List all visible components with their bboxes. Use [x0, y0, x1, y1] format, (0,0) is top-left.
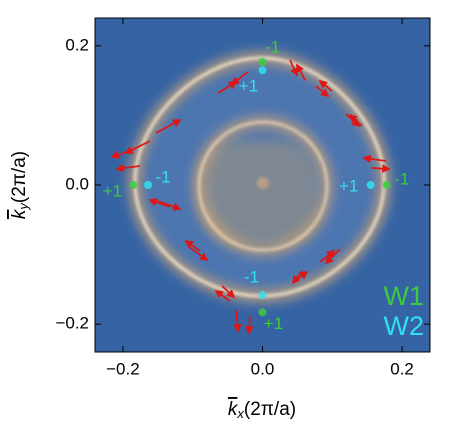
arrow	[296, 63, 306, 81]
legend-entry: W1	[384, 281, 425, 311]
x-axis-unit: (2π/a)	[244, 399, 296, 420]
point	[258, 308, 267, 317]
point-label: +1	[103, 181, 122, 200]
point-label: -1	[394, 169, 409, 188]
y-tick-label: 0.0	[65, 174, 89, 193]
arrow	[115, 163, 141, 173]
y-axis-subscript: y	[16, 202, 31, 211]
arrow	[148, 198, 171, 208]
arrows	[110, 59, 391, 335]
x-tick-label: 0.0	[251, 359, 275, 378]
y-axis-symbol: k	[9, 208, 30, 219]
x-axis-label: kx(2π/a)	[228, 399, 296, 421]
arrow	[217, 81, 238, 94]
point	[258, 57, 267, 66]
arrow	[371, 164, 391, 173]
point-label: +1	[239, 77, 258, 96]
legend-entry: W2	[384, 311, 425, 341]
arrow	[315, 85, 330, 98]
x-axis-subscript: x	[236, 406, 244, 421]
point-label: -1	[265, 37, 280, 56]
y-tick-label: −0.2	[55, 314, 89, 333]
point	[258, 290, 267, 299]
arrow	[221, 285, 236, 299]
arrow	[295, 271, 309, 281]
point	[366, 181, 375, 189]
arrow	[318, 79, 333, 92]
arrow	[110, 149, 133, 159]
point-label: -1	[244, 267, 259, 286]
arrow	[214, 290, 231, 302]
x-axis-symbol: k	[228, 399, 239, 420]
y-axis-label: ky(2π/a)	[9, 151, 31, 219]
arrow	[289, 59, 298, 77]
point	[382, 181, 391, 189]
y-tick-label: 0.2	[65, 35, 89, 54]
point-label: -1	[155, 167, 170, 186]
arrow	[157, 200, 182, 211]
arrow	[345, 113, 361, 128]
arrow	[233, 309, 242, 333]
x-tick-label: −0.2	[106, 359, 140, 378]
point	[129, 181, 138, 189]
x-tick-label: 0.2	[390, 359, 414, 378]
arrow	[155, 119, 182, 134]
arrow	[319, 249, 336, 263]
arrow	[245, 315, 254, 335]
point	[144, 181, 153, 189]
point-label: +1	[339, 176, 358, 195]
y-axis-unit: (2π/a)	[9, 151, 30, 203]
arrow	[362, 154, 387, 164]
arrow	[184, 240, 201, 252]
arrow	[187, 245, 209, 262]
point	[258, 66, 267, 75]
point-label: +1	[264, 314, 283, 333]
